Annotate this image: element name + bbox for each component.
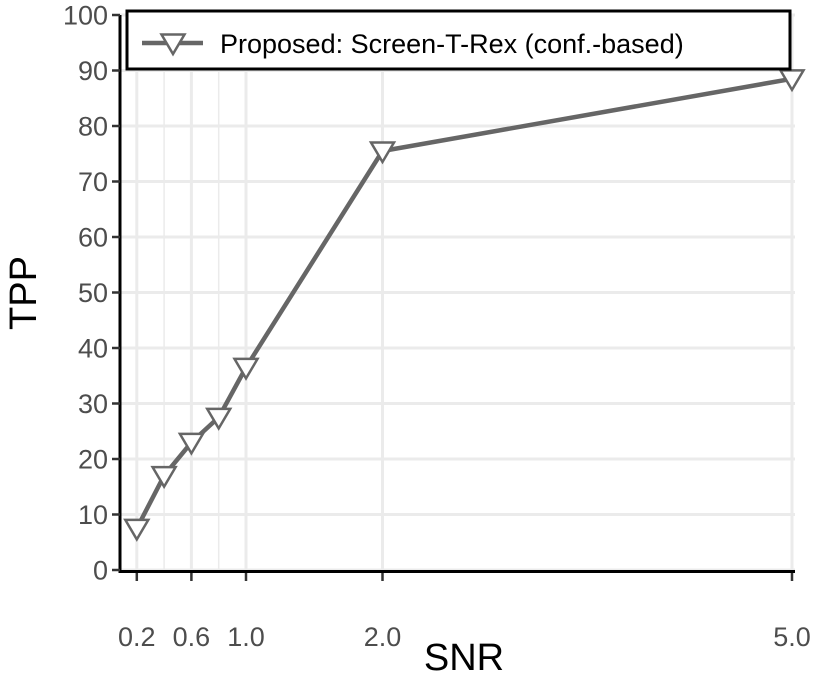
data-point-marker (205, 407, 233, 431)
y-tick-label: 90 (78, 56, 108, 86)
y-tick-label: 30 (78, 389, 108, 419)
data-point-marker (232, 357, 260, 381)
legend-swatch-marker (159, 33, 187, 57)
y-axis-title: TPP (3, 256, 45, 330)
y-tick-label: 70 (78, 167, 108, 197)
legend: Proposed: Screen-T-Rex (conf.-based) (125, 9, 792, 71)
axes: 0 10 20 30 40 50 60 70 80 90 100 0.2 0.6 1.0 2.0 5.0 (63, 1, 811, 653)
y-tick-label: 20 (78, 445, 108, 475)
x-tick-label: 1.0 (227, 622, 265, 652)
y-tick-label: 80 (78, 112, 108, 142)
y-tick-label: 0 (93, 556, 108, 586)
y-tick-label: 10 (78, 500, 108, 530)
data-point-marker (368, 141, 397, 165)
y-tick-label: 50 (78, 278, 108, 308)
y-tick-label: 100 (63, 1, 108, 31)
x-tick-label: 5.0 (773, 622, 811, 652)
data-point-marker (150, 465, 178, 490)
legend-box (125, 9, 792, 71)
data-point-marker (177, 432, 206, 456)
y-tick-label: 60 (78, 223, 108, 253)
x-tick-label: 2.0 (364, 622, 402, 652)
x-tick-label: 0.2 (118, 622, 156, 652)
data-point-marker (778, 69, 806, 93)
x-axis-title: SNR (424, 637, 504, 676)
legend-label: Proposed: Screen-T-Rex (conf.-based) (220, 29, 684, 59)
x-tick-label: 0.6 (173, 622, 211, 652)
y-tick-label: 40 (78, 334, 108, 364)
series-layer (123, 69, 806, 542)
data-point-marker (123, 518, 151, 542)
